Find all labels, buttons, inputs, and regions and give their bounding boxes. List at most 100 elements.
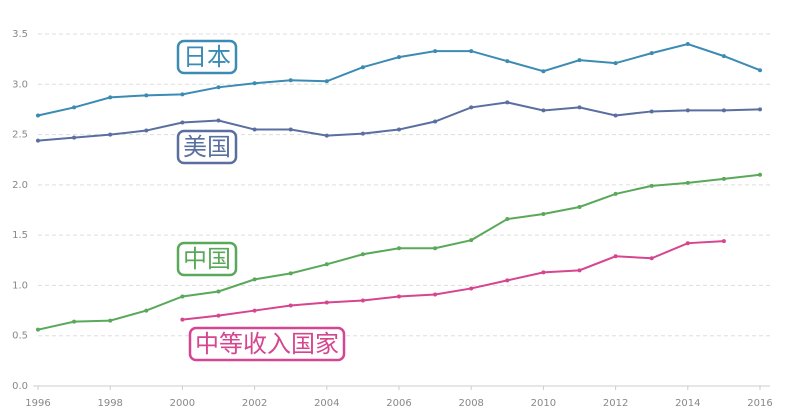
point	[108, 95, 113, 100]
point	[216, 118, 221, 123]
x-tick-label: 1996	[25, 398, 50, 409]
point	[721, 54, 726, 59]
series-line	[182, 240, 724, 321]
point	[360, 252, 365, 257]
point	[613, 191, 618, 196]
point	[721, 239, 726, 244]
point	[505, 278, 510, 283]
point	[288, 127, 293, 132]
point	[72, 319, 77, 324]
point	[505, 217, 510, 222]
point	[397, 127, 401, 132]
point	[36, 113, 40, 118]
point	[252, 127, 257, 132]
point	[541, 270, 546, 275]
point	[433, 49, 438, 54]
point	[360, 65, 365, 70]
point	[144, 308, 149, 313]
point	[649, 51, 654, 56]
point	[541, 69, 546, 74]
point	[108, 132, 113, 137]
point	[108, 318, 113, 323]
point	[252, 81, 257, 86]
point	[397, 246, 401, 251]
y-tick-label: 1.5	[12, 230, 28, 241]
point	[397, 294, 401, 299]
legend-box	[176, 129, 238, 165]
point	[288, 271, 293, 276]
point	[685, 180, 690, 185]
y-tick-label: 0.0	[12, 381, 28, 392]
legend-label: 日本	[183, 43, 231, 71]
y-tick-label: 2.5	[12, 130, 28, 141]
point	[216, 289, 221, 294]
point	[180, 317, 185, 322]
point	[469, 105, 474, 110]
point	[397, 55, 401, 60]
y-tick-label: 2.0	[12, 180, 28, 191]
x-tick-label: 2002	[242, 398, 267, 409]
x-tick-label: 1998	[97, 398, 122, 409]
point	[649, 109, 654, 114]
series-line	[37, 173, 761, 331]
point	[72, 135, 77, 140]
point	[758, 172, 762, 177]
y-tick-label: 0.5	[12, 331, 28, 342]
x-tick-label: 2014	[675, 398, 700, 409]
legend-box	[176, 241, 238, 277]
point	[216, 85, 221, 90]
point	[324, 133, 329, 138]
x-tick-label: 2006	[386, 398, 411, 409]
point	[433, 292, 438, 297]
point	[613, 254, 618, 259]
point	[721, 108, 726, 113]
y-tick-label: 1.0	[12, 280, 28, 291]
legend-label: 美国	[183, 133, 231, 161]
legend-box	[176, 39, 238, 75]
point	[433, 246, 438, 251]
point	[433, 119, 438, 124]
point	[324, 300, 329, 305]
x-tick-label: 2010	[531, 398, 556, 409]
point	[685, 241, 690, 246]
point	[324, 79, 329, 84]
x-tick-label: 2004	[314, 398, 339, 409]
x-tick-label: 2012	[603, 398, 628, 409]
point	[541, 108, 546, 113]
y-tick-label: 3.5	[12, 29, 28, 40]
point	[577, 204, 582, 209]
x-tick-label: 2016	[747, 398, 772, 409]
point	[144, 93, 149, 98]
point	[180, 120, 185, 125]
point	[469, 238, 474, 243]
point	[180, 92, 185, 97]
point	[685, 42, 690, 47]
point	[577, 268, 582, 273]
point	[216, 313, 221, 318]
point	[505, 59, 510, 64]
point	[469, 49, 474, 54]
point	[721, 176, 726, 181]
point	[649, 183, 654, 188]
point	[360, 131, 365, 136]
x-tick-label: 2008	[458, 398, 483, 409]
point	[685, 108, 690, 113]
point	[288, 78, 293, 83]
y-tick-label: 3.0	[12, 79, 28, 90]
point	[36, 138, 40, 143]
point	[469, 286, 474, 291]
point	[36, 327, 40, 332]
point	[758, 68, 762, 73]
point	[613, 61, 618, 66]
point	[252, 308, 257, 313]
legend-label: 中等收入国家	[195, 330, 339, 358]
point	[144, 128, 149, 133]
point	[288, 303, 293, 308]
point	[180, 294, 185, 299]
point	[577, 58, 582, 63]
point	[541, 212, 546, 217]
point	[758, 107, 762, 112]
point	[613, 113, 618, 118]
point	[72, 105, 77, 110]
